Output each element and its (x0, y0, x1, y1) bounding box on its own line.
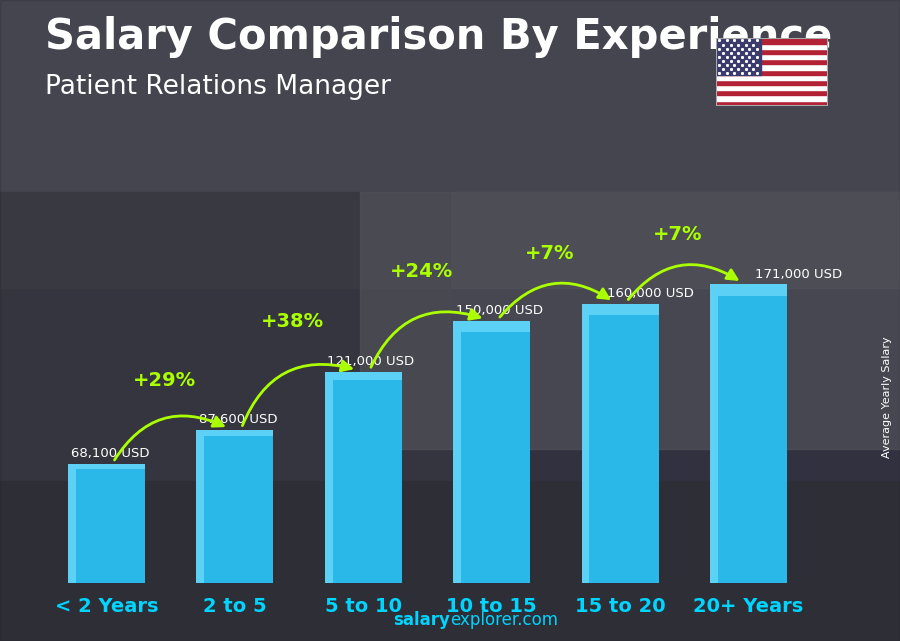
Bar (716, 80, 828, 85)
Bar (68, 464, 145, 469)
Bar (325, 372, 401, 380)
Bar (0, 0, 900, 288)
Bar (716, 85, 828, 90)
Text: +38%: +38% (261, 312, 324, 331)
Bar (716, 54, 828, 59)
Bar (581, 304, 659, 583)
Bar (454, 321, 530, 583)
Bar (360, 192, 900, 449)
Bar (581, 304, 590, 583)
Bar (68, 464, 145, 583)
Text: +24%: +24% (390, 262, 453, 281)
Bar (716, 49, 828, 54)
Text: explorer.com: explorer.com (450, 612, 558, 629)
Bar (196, 430, 274, 583)
Text: 160,000 USD: 160,000 USD (608, 287, 694, 300)
Text: +7%: +7% (525, 244, 574, 263)
Text: 171,000 USD: 171,000 USD (755, 267, 842, 281)
Bar (716, 101, 828, 106)
Text: salary: salary (393, 612, 450, 629)
Bar (325, 372, 401, 583)
Bar (716, 38, 760, 75)
Bar (68, 464, 76, 583)
Bar (716, 64, 828, 69)
Text: 121,000 USD: 121,000 USD (328, 355, 415, 368)
Bar (710, 285, 787, 296)
Text: Average Yearly Salary: Average Yearly Salary (881, 337, 892, 458)
Bar (716, 59, 828, 64)
Text: 68,100 USD: 68,100 USD (71, 447, 149, 460)
Bar (454, 321, 530, 331)
Bar (716, 96, 828, 101)
Text: 87,600 USD: 87,600 USD (199, 413, 277, 426)
Text: +29%: +29% (133, 370, 196, 390)
Bar (710, 285, 717, 583)
Bar (581, 304, 659, 315)
Bar (716, 69, 828, 75)
Bar (716, 75, 828, 80)
Bar (0, 192, 450, 545)
Bar (325, 372, 332, 583)
Bar (716, 38, 828, 44)
Text: 150,000 USD: 150,000 USD (455, 304, 543, 317)
Bar (196, 430, 204, 583)
Text: Salary Comparison By Experience: Salary Comparison By Experience (45, 16, 832, 58)
Bar (710, 285, 787, 583)
Bar (716, 90, 828, 96)
Text: Patient Relations Manager: Patient Relations Manager (45, 74, 391, 100)
Bar (716, 44, 828, 49)
Bar (196, 430, 274, 437)
Bar (454, 321, 461, 583)
Text: +7%: +7% (653, 225, 703, 244)
Bar (0, 481, 900, 641)
